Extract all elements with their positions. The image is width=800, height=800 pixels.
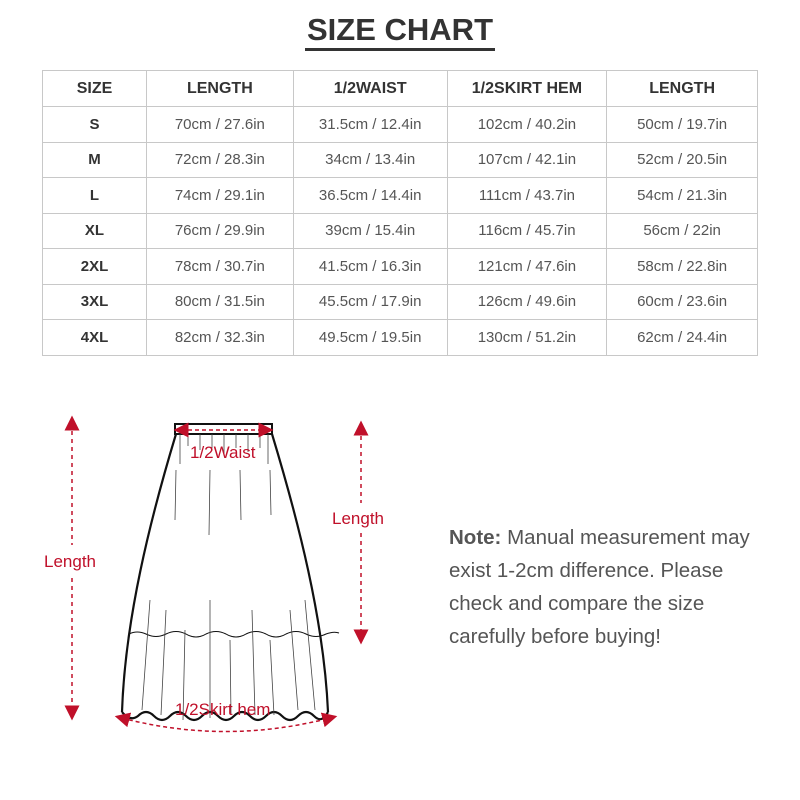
column-header: 1/2SKIRT HEM	[446, 70, 608, 107]
measurement-cell: 50cm / 19.7in	[606, 106, 758, 143]
column-header: 1/2WAIST	[292, 70, 448, 107]
measurement-cell: 52cm / 20.5in	[606, 141, 758, 178]
measurement-cell: 58cm / 22.8in	[606, 248, 758, 285]
size-cell: 4XL	[42, 319, 147, 356]
measurement-cell: 72cm / 28.3in	[145, 141, 294, 178]
column-header: SIZE	[42, 70, 147, 107]
note-text: Note: Manual measurement may exist 1-2cm…	[449, 521, 769, 653]
measurement-cell: 126cm / 49.6in	[446, 283, 608, 320]
measurement-cell: 39cm / 15.4in	[292, 212, 448, 249]
measurement-cell: 54cm / 21.3in	[606, 177, 758, 214]
table-header-row: SIZE LENGTH 1/2WAIST 1/2SKIRT HEM LENGTH	[42, 70, 758, 107]
table-row: 4XL 82cm / 32.3in 49.5cm / 19.5in 130cm / 5…	[42, 319, 758, 356]
note-label: Note:	[449, 526, 502, 549]
measurement-cell: 45.5cm / 17.9in	[292, 283, 448, 320]
column-header: LENGTH	[145, 70, 294, 107]
measurement-cell: 107cm / 42.1in	[446, 141, 608, 178]
measurement-cell: 130cm / 51.2in	[446, 319, 608, 356]
size-cell: M	[42, 141, 147, 178]
length-left-label: Length	[44, 552, 96, 571]
table-row: 2XL 78cm / 30.7in 41.5cm / 16.3in 121cm / 4…	[42, 248, 758, 285]
table-row: 3XL 80cm / 31.5in 45.5cm / 17.9in 126cm / 4…	[42, 283, 758, 320]
measurement-cell: 76cm / 29.9in	[145, 212, 294, 249]
measurement-cell: 62cm / 24.4in	[606, 319, 758, 356]
size-table: SIZE LENGTH 1/2WAIST 1/2SKIRT HEM LENGTH S 70…	[42, 70, 758, 356]
title-text: SIZE CHART	[305, 12, 495, 51]
table-row: XL 76cm / 29.9in 39cm / 15.4in 116cm / 45.7…	[42, 212, 758, 249]
measurement-cell: 49.5cm / 19.5in	[292, 319, 448, 356]
column-header: LENGTH	[606, 70, 758, 107]
measurement-cell: 78cm / 30.7in	[145, 248, 294, 285]
measurement-cell: 80cm / 31.5in	[145, 283, 294, 320]
measurement-cell: 111cm / 43.7in	[446, 177, 608, 214]
size-cell: 3XL	[42, 283, 147, 320]
measurement-cell: 31.5cm / 12.4in	[292, 106, 448, 143]
hem-arrow	[114, 712, 338, 733]
skirt-outline	[120, 423, 340, 722]
measurement-cell: 116cm / 45.7in	[446, 212, 608, 249]
size-chart-title: SIZE CHART	[0, 12, 800, 51]
size-cell: 2XL	[42, 248, 147, 285]
size-cell: L	[42, 177, 147, 214]
measurement-cell: 70cm / 27.6in	[145, 106, 294, 143]
measurement-cell: 56cm / 22in	[606, 212, 758, 249]
hem-label: 1/2Skirt hem	[175, 700, 270, 719]
length-right-label: Length	[332, 509, 384, 528]
waist-label: 1/2Waist	[190, 443, 256, 462]
size-cell: S	[42, 106, 147, 143]
note-body: Manual measurement may exist 1-2cm diffe…	[449, 526, 750, 648]
measurement-cell: 74cm / 29.1in	[145, 177, 294, 214]
